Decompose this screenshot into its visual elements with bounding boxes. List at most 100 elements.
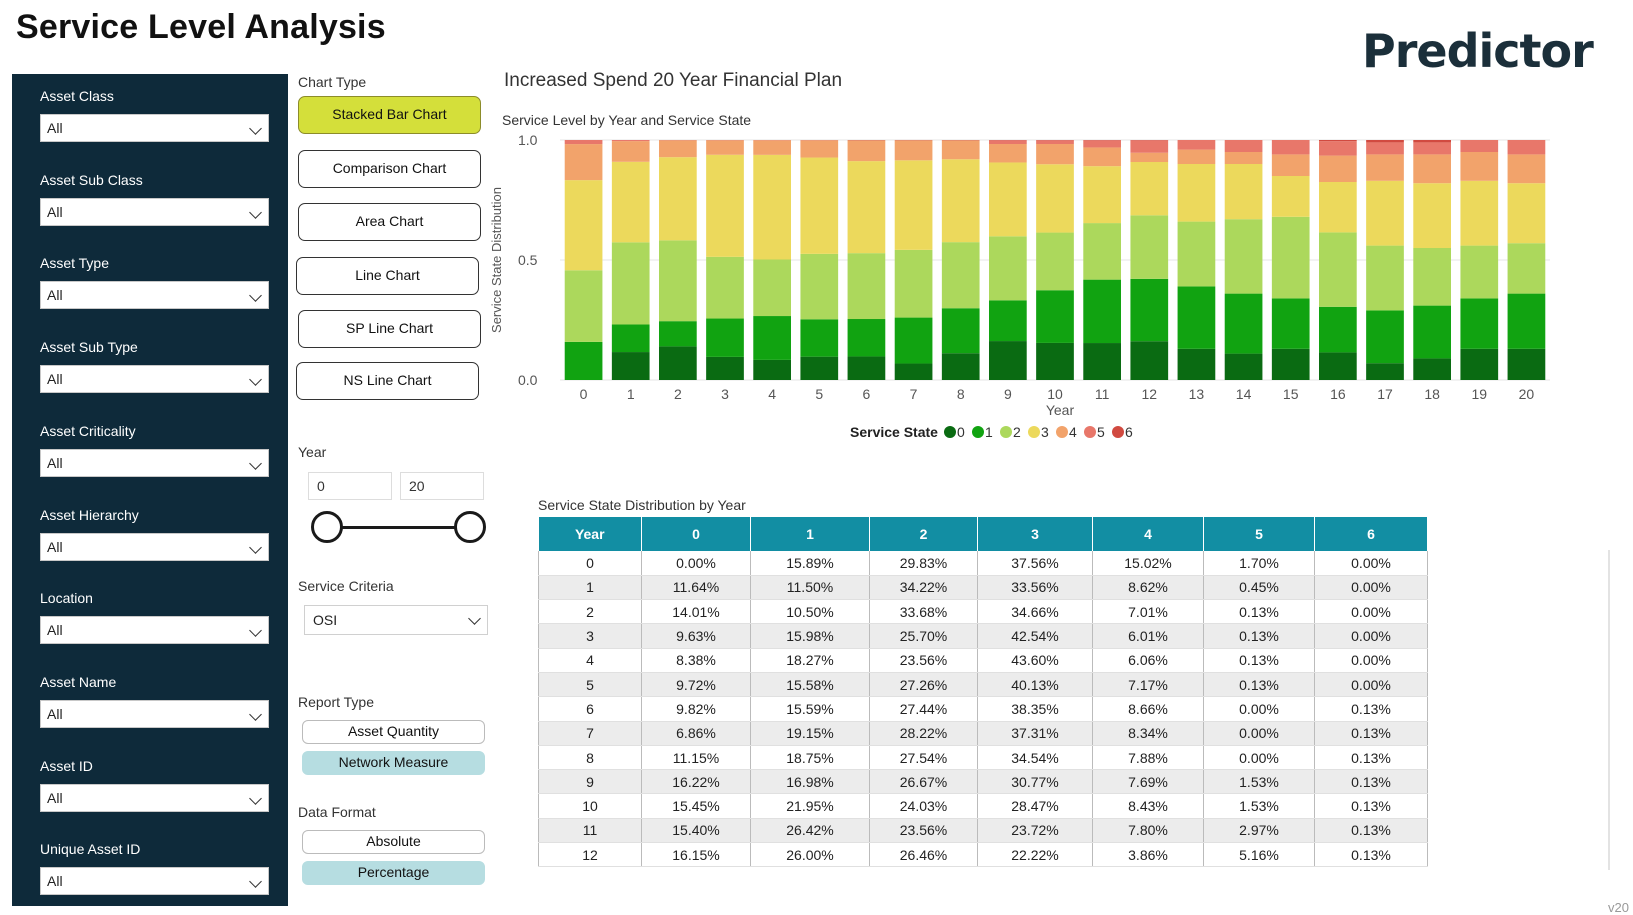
bar-segment-state-6[interactable] — [1413, 140, 1451, 143]
bar-segment-state-1[interactable] — [1224, 293, 1263, 354]
bar-segment-state-4[interactable] — [800, 140, 839, 158]
bar-segment-state-1[interactable] — [894, 317, 933, 364]
bar-segment-state-1[interactable] — [1177, 286, 1216, 349]
year-slider-track[interactable] — [326, 526, 470, 529]
bar-segment-state-5[interactable] — [611, 140, 650, 142]
bar-segment-state-4[interactable] — [1130, 152, 1169, 163]
bar-segment-state-5[interactable] — [1413, 142, 1451, 155]
asset-criticality-select[interactable]: All — [40, 448, 269, 477]
bar-segment-state-3[interactable] — [1271, 176, 1310, 217]
bar-segment-state-3[interactable] — [753, 154, 791, 260]
bar-segment-state-0[interactable] — [1319, 352, 1357, 380]
column-header[interactable]: 5 — [1203, 517, 1315, 551]
bar-segment-state-2[interactable] — [706, 256, 744, 319]
legend-swatch[interactable] — [1084, 426, 1096, 438]
percentage-button[interactable]: Percentage — [302, 861, 485, 885]
bar-segment-state-4[interactable] — [753, 140, 791, 155]
bar-segment-state-0[interactable] — [1083, 343, 1121, 380]
bar-segment-state-3[interactable] — [1507, 183, 1546, 244]
bar-segment-state-4[interactable] — [1507, 154, 1546, 184]
bar-segment-state-6[interactable] — [1319, 140, 1357, 142]
bar-segment-state-4[interactable] — [1319, 155, 1357, 182]
bar-segment-state-3[interactable] — [1460, 180, 1499, 246]
bar-segment-state-0[interactable] — [1507, 348, 1546, 380]
bar-segment-state-1[interactable] — [989, 300, 1027, 342]
absolute-button[interactable]: Absolute — [302, 830, 485, 854]
bar-segment-state-4[interactable] — [894, 140, 933, 161]
bar-segment-state-2[interactable] — [894, 249, 933, 318]
table-scrollbar[interactable] — [1608, 550, 1610, 870]
stacked-bar-chart-button[interactable]: Stacked Bar Chart — [298, 96, 481, 134]
bar-segment-state-2[interactable] — [941, 242, 980, 309]
bar-segment-state-3[interactable] — [989, 162, 1027, 237]
bar-segment-state-5[interactable] — [989, 140, 1027, 145]
bar-segment-state-4[interactable] — [1460, 152, 1499, 181]
bar-segment-state-3[interactable] — [564, 180, 603, 271]
bar-segment-state-2[interactable] — [1130, 215, 1169, 279]
year-slider-min-handle[interactable] — [311, 511, 343, 543]
bar-segment-state-0[interactable] — [753, 359, 791, 380]
bar-segment-state-3[interactable] — [706, 154, 744, 257]
bar-segment-state-4[interactable] — [1366, 154, 1404, 181]
bar-segment-state-4[interactable] — [564, 144, 603, 181]
bar-segment-state-1[interactable] — [1366, 310, 1404, 364]
asset-hierarchy-select[interactable]: All — [40, 532, 269, 561]
bar-segment-state-3[interactable] — [611, 161, 650, 243]
bar-segment-state-5[interactable] — [1366, 142, 1404, 155]
bar-segment-state-2[interactable] — [989, 236, 1027, 301]
bar-segment-state-3[interactable] — [1366, 180, 1404, 246]
bar-segment-state-1[interactable] — [1319, 306, 1357, 353]
bar-segment-state-0[interactable] — [894, 363, 933, 380]
bar-segment-state-0[interactable] — [847, 356, 886, 380]
column-header[interactable]: 1 — [750, 517, 870, 551]
bar-segment-state-3[interactable] — [847, 161, 886, 254]
bar-segment-state-5[interactable] — [1177, 140, 1216, 150]
asset-type-select[interactable]: All — [40, 281, 269, 310]
legend-swatch[interactable] — [972, 426, 984, 438]
bar-segment-state-2[interactable] — [753, 259, 791, 317]
bar-segment-state-5[interactable] — [564, 140, 603, 145]
bar-segment-state-2[interactable] — [1366, 245, 1404, 311]
bar-segment-state-1[interactable] — [1130, 278, 1169, 342]
service-criteria-select[interactable]: OSI — [304, 605, 488, 635]
bar-segment-state-2[interactable] — [564, 270, 603, 342]
column-header[interactable]: 3 — [977, 517, 1093, 551]
bar-segment-state-2[interactable] — [847, 253, 886, 320]
bar-segment-state-0[interactable] — [941, 353, 980, 380]
bar-segment-state-5[interactable] — [1036, 140, 1074, 145]
column-header[interactable]: 0 — [641, 517, 751, 551]
bar-segment-state-5[interactable] — [1460, 140, 1499, 152]
asset-sub-type-select[interactable]: All — [40, 365, 269, 394]
bar-segment-state-4[interactable] — [1224, 152, 1263, 164]
legend-swatch[interactable] — [1028, 426, 1040, 438]
bar-segment-state-0[interactable] — [611, 352, 650, 380]
bar-segment-state-0[interactable] — [706, 356, 744, 380]
bar-segment-state-4[interactable] — [989, 144, 1027, 163]
bar-segment-state-2[interactable] — [1271, 216, 1310, 299]
bar-segment-state-2[interactable] — [1177, 221, 1216, 287]
bar-segment-state-3[interactable] — [941, 159, 980, 243]
bar-segment-state-5[interactable] — [1507, 140, 1546, 155]
bar-segment-state-2[interactable] — [800, 253, 839, 320]
column-header[interactable]: 6 — [1314, 517, 1428, 551]
legend-swatch[interactable] — [1000, 426, 1012, 438]
bar-segment-state-4[interactable] — [706, 140, 744, 155]
column-header[interactable]: Year — [538, 517, 642, 551]
bar-segment-state-2[interactable] — [1083, 223, 1121, 280]
bar-segment-state-5[interactable] — [1271, 140, 1310, 155]
bar-segment-state-1[interactable] — [1460, 298, 1499, 349]
bar-segment-state-0[interactable] — [659, 346, 697, 380]
bar-segment-state-1[interactable] — [564, 341, 603, 380]
asset-id-select[interactable]: All — [40, 783, 269, 812]
bar-segment-state-0[interactable] — [1460, 348, 1499, 380]
column-header[interactable]: 2 — [869, 517, 978, 551]
bar-segment-state-2[interactable] — [1036, 232, 1074, 291]
bar-segment-state-5[interactable] — [1083, 140, 1121, 148]
bar-segment-state-1[interactable] — [800, 319, 839, 357]
bar-segment-state-4[interactable] — [941, 140, 980, 160]
bar-segment-state-1[interactable] — [1083, 279, 1121, 344]
bar-segment-state-2[interactable] — [1319, 232, 1357, 307]
bar-segment-state-4[interactable] — [611, 141, 650, 162]
bar-segment-state-1[interactable] — [611, 324, 650, 353]
area-chart-button[interactable]: Area Chart — [298, 203, 481, 241]
